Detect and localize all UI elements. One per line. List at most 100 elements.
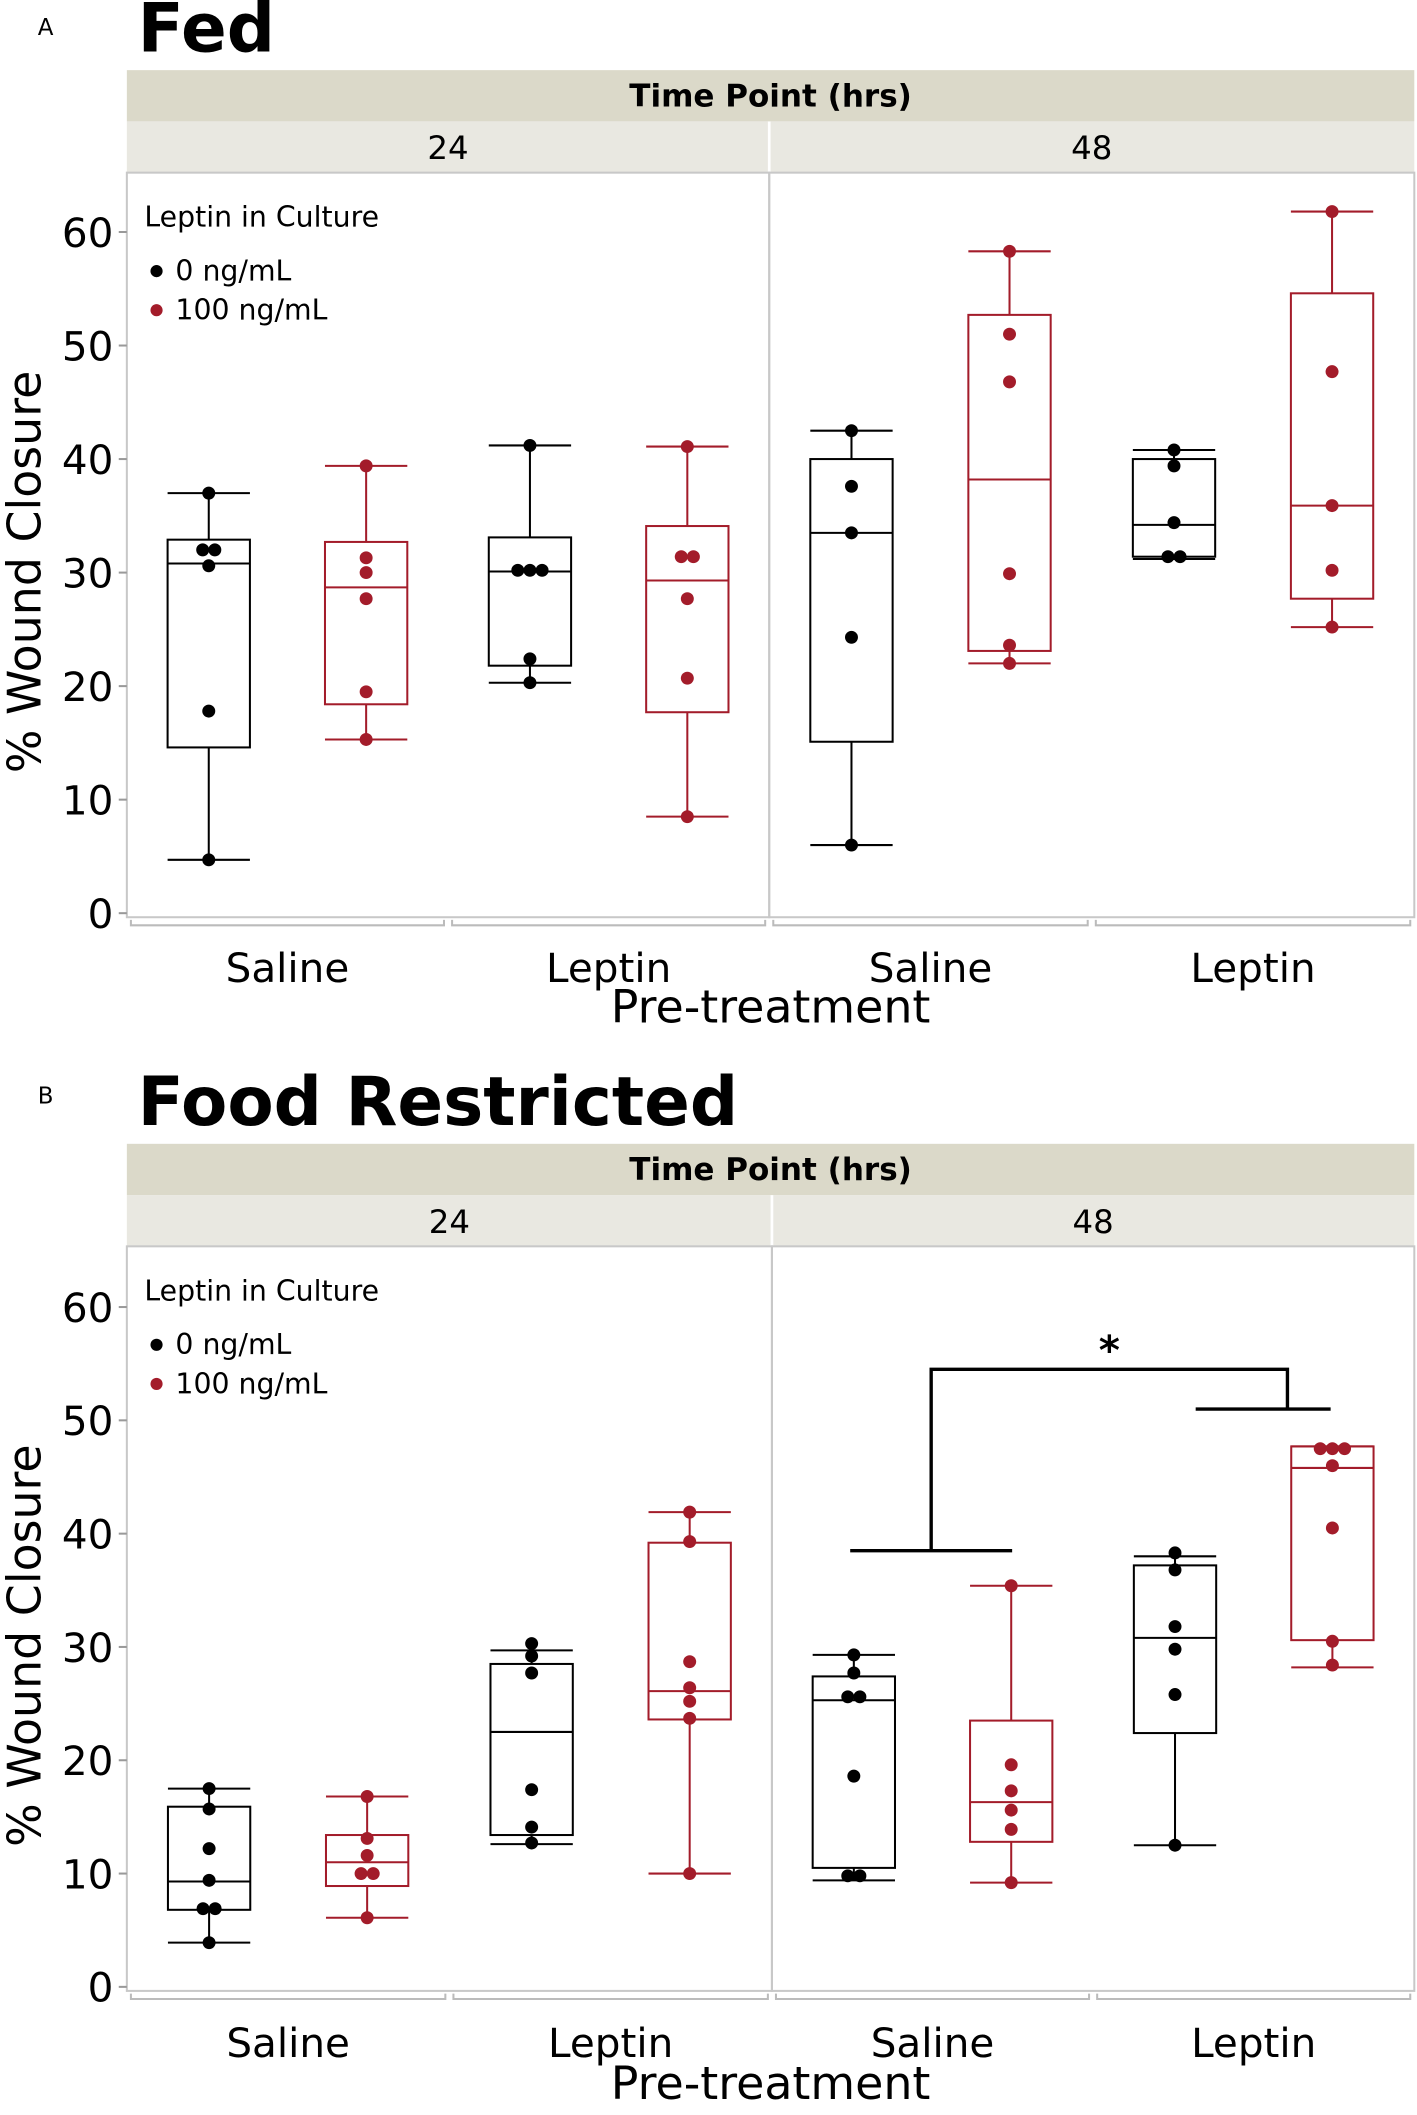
box-group bbox=[969, 1579, 1054, 1890]
data-point bbox=[1168, 1546, 1182, 1560]
data-point bbox=[359, 685, 373, 699]
y-tick-label: 10 bbox=[62, 776, 114, 824]
data-point bbox=[683, 1867, 697, 1881]
data-point bbox=[1004, 1876, 1018, 1890]
x-axis-title: Pre-treatment bbox=[611, 2056, 931, 2110]
data-point bbox=[1168, 1620, 1182, 1634]
data-point bbox=[683, 1655, 697, 1669]
data-point bbox=[525, 1649, 539, 1663]
box-iqr bbox=[1131, 458, 1217, 558]
category-bracket bbox=[1096, 1993, 1412, 2001]
data-point bbox=[525, 1820, 539, 1834]
data-point bbox=[1003, 327, 1016, 341]
data-point bbox=[844, 479, 858, 493]
category-label: Saline bbox=[226, 944, 350, 992]
category-label: Saline bbox=[226, 2019, 350, 2067]
box-group bbox=[489, 1637, 574, 1850]
data-point bbox=[844, 526, 858, 540]
y-tick-label: 50 bbox=[62, 322, 114, 370]
facet-frame-48 bbox=[768, 171, 1416, 919]
legend-title: Leptin in Culture bbox=[144, 201, 379, 234]
data-point bbox=[1168, 1642, 1182, 1656]
data-point bbox=[853, 1869, 867, 1883]
category-bracket bbox=[451, 919, 767, 927]
category-label: Leptin bbox=[546, 944, 671, 992]
data-point bbox=[1161, 550, 1175, 564]
data-point bbox=[354, 1867, 368, 1881]
box-group bbox=[647, 1505, 732, 1881]
box-iqr bbox=[645, 525, 730, 714]
panel-letter: A bbox=[38, 15, 54, 41]
data-point bbox=[202, 486, 216, 500]
y-axis-title: % Wound Closure bbox=[0, 371, 51, 773]
box-group bbox=[1289, 205, 1375, 634]
box-group bbox=[487, 438, 573, 690]
facet-label-24: 24 bbox=[427, 129, 468, 167]
data-point bbox=[1168, 1688, 1182, 1702]
category-label: Saline bbox=[869, 944, 993, 992]
category-bracket bbox=[129, 1993, 447, 2001]
box-iqr bbox=[969, 1719, 1054, 1843]
y-tick-label: 40 bbox=[62, 1510, 114, 1558]
y-tick-label: 30 bbox=[62, 1624, 114, 1672]
data-point bbox=[208, 543, 222, 557]
data-point bbox=[683, 1535, 697, 1549]
data-point bbox=[202, 1802, 216, 1816]
data-point bbox=[1004, 1803, 1018, 1817]
data-point bbox=[1325, 1658, 1339, 1672]
category-label: Leptin bbox=[548, 2019, 673, 2067]
legend-entry: 100 ng/mL bbox=[175, 1367, 327, 1400]
data-point bbox=[844, 630, 858, 644]
panel-b: B Food Restricted Time Point (hrs) 24 48 0 10 2… bbox=[0, 1062, 1416, 2110]
panel-letter: B bbox=[38, 1083, 54, 1109]
data-point bbox=[683, 1711, 697, 1725]
y-axis-title: % Wound Closure bbox=[0, 1444, 51, 1846]
data-point bbox=[1003, 375, 1016, 389]
data-point bbox=[847, 1769, 861, 1783]
data-point bbox=[1325, 563, 1339, 577]
y-tick-label: 40 bbox=[62, 436, 114, 484]
facet-label-48: 48 bbox=[1073, 1203, 1114, 1241]
data-point bbox=[1167, 443, 1181, 457]
facet-frame-48 bbox=[770, 1245, 1416, 1992]
data-point bbox=[683, 1681, 697, 1695]
legend-marker bbox=[150, 1338, 163, 1351]
data-point bbox=[366, 1867, 380, 1881]
y-tick-label: 0 bbox=[88, 890, 114, 938]
data-point bbox=[1003, 656, 1016, 670]
data-point bbox=[359, 732, 373, 746]
data-point bbox=[202, 1873, 216, 1887]
data-point bbox=[360, 1848, 374, 1862]
data-point bbox=[1338, 1442, 1352, 1456]
data-point bbox=[359, 566, 373, 580]
category-label: Leptin bbox=[1191, 2019, 1316, 2067]
facet-strip-48 bbox=[773, 1195, 1415, 1247]
category-label: Leptin bbox=[1190, 944, 1315, 992]
data-point bbox=[359, 551, 373, 565]
data-point bbox=[523, 676, 537, 690]
data-point bbox=[1325, 1521, 1339, 1535]
box-group bbox=[1131, 443, 1217, 564]
significance-bracket bbox=[850, 1367, 1331, 1553]
data-point bbox=[359, 592, 373, 606]
category-bracket bbox=[452, 1993, 769, 2001]
data-point bbox=[841, 1690, 855, 1704]
y-tick-label: 20 bbox=[62, 1737, 114, 1785]
category-bracket bbox=[129, 919, 446, 927]
data-point bbox=[202, 559, 216, 573]
data-point bbox=[680, 671, 694, 685]
category-bracket bbox=[774, 1993, 1091, 2001]
data-point bbox=[1167, 516, 1181, 530]
data-point bbox=[1004, 1579, 1018, 1593]
data-point bbox=[1168, 1563, 1182, 1577]
legend-entry: 100 ng/mL bbox=[175, 294, 327, 327]
facet-label-24: 24 bbox=[429, 1203, 470, 1241]
y-tick-label: 30 bbox=[62, 549, 114, 597]
data-point bbox=[525, 1666, 539, 1680]
box-group bbox=[809, 424, 894, 852]
data-point bbox=[202, 853, 216, 867]
box-group bbox=[166, 1782, 252, 1950]
facet-title-strip bbox=[126, 70, 1415, 122]
data-point bbox=[1003, 567, 1016, 581]
